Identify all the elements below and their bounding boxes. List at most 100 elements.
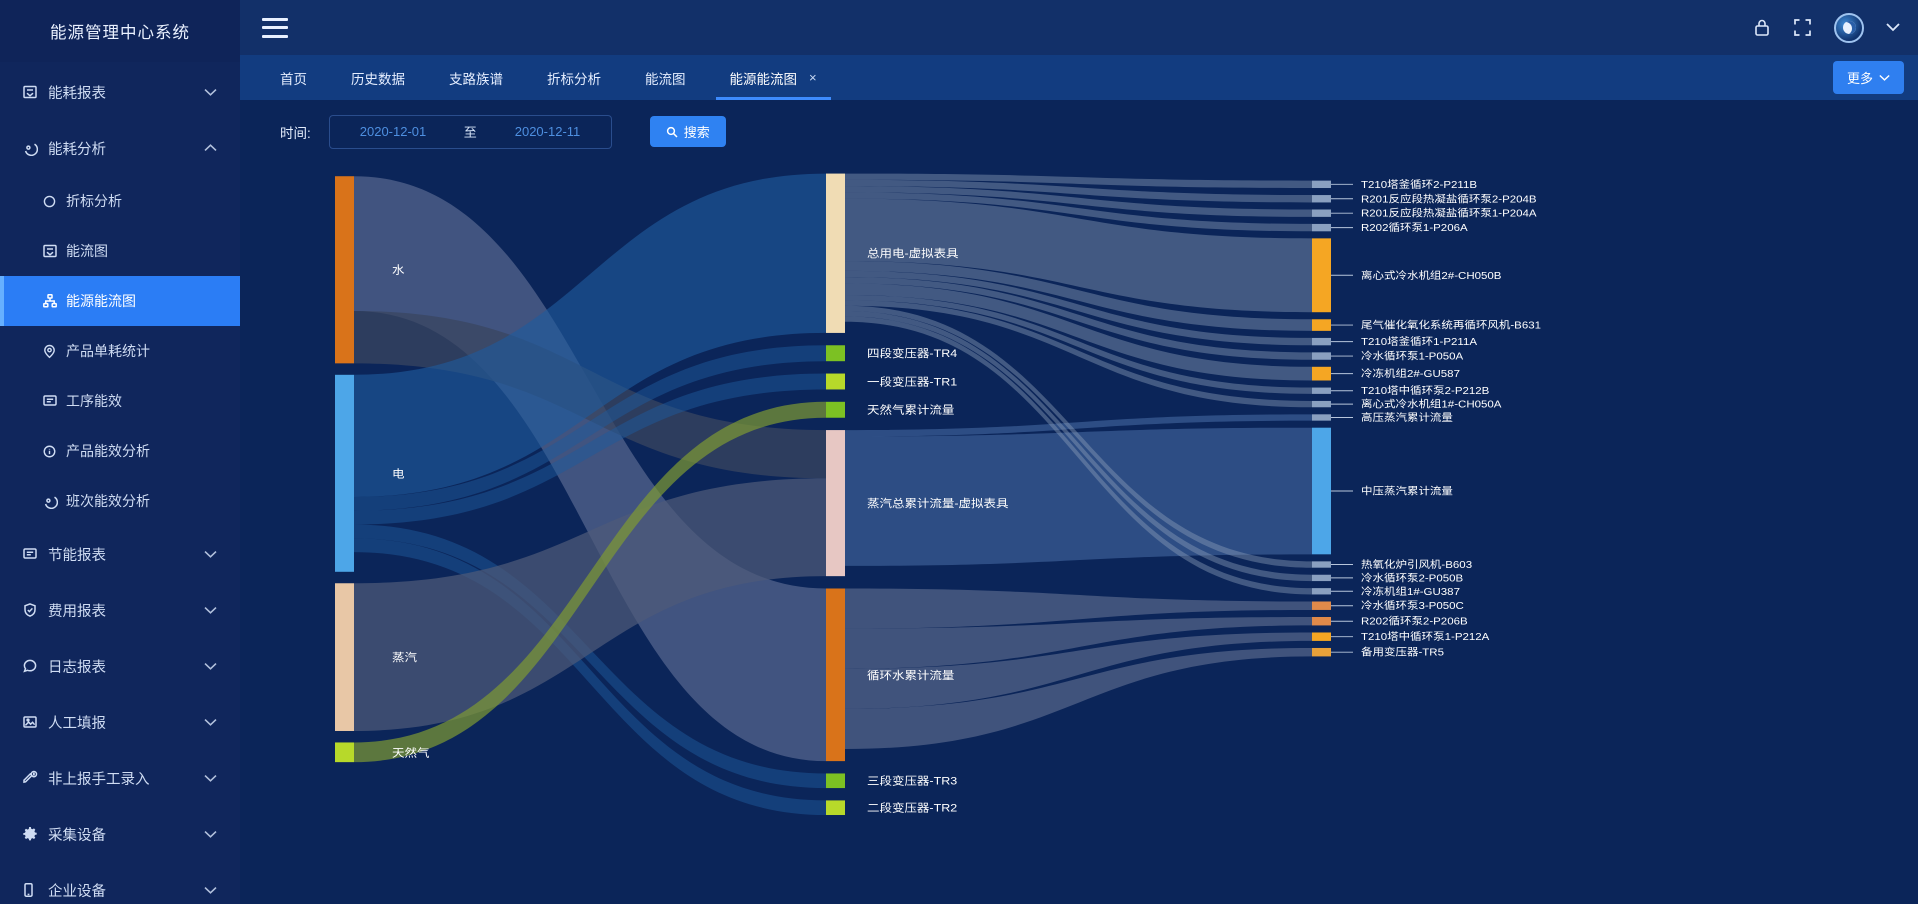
source-node[interactable] xyxy=(335,742,354,763)
fullscreen-icon[interactable] xyxy=(1793,18,1812,37)
tab-3[interactable]: 折标分析 xyxy=(525,55,623,100)
source-node[interactable] xyxy=(335,374,354,572)
target-node[interactable] xyxy=(1312,238,1331,313)
chevron-down-icon[interactable] xyxy=(204,550,220,558)
chevron-down-icon[interactable] xyxy=(204,606,220,614)
target-node[interactable] xyxy=(1312,414,1331,421)
tab-5[interactable]: 能源能流图 × xyxy=(708,55,839,100)
sidebar-item-13[interactable]: 非上报手工录入 xyxy=(0,750,240,806)
target-label: 冷冻机组1#-GU387 xyxy=(1361,585,1460,598)
target-node[interactable] xyxy=(1312,601,1331,610)
analysis-icon xyxy=(22,140,48,156)
target-node[interactable] xyxy=(1312,180,1331,189)
more-tabs-button[interactable]: 更多 xyxy=(1832,61,1904,94)
target-node[interactable] xyxy=(1312,574,1331,582)
tab-4[interactable]: 能流图 xyxy=(623,55,708,100)
target-label: 高压蒸汽累计流量 xyxy=(1361,411,1453,424)
target-label: 冷水循环泵3-P050C xyxy=(1361,600,1464,612)
mid-node[interactable] xyxy=(826,588,845,762)
chevron-down-icon[interactable] xyxy=(204,662,220,670)
sidebar-item-0[interactable]: 能耗报表 xyxy=(0,64,240,120)
sidebar-item-label: 人工填报 xyxy=(48,715,106,732)
target-node[interactable] xyxy=(1312,319,1331,331)
sankey-link xyxy=(845,283,1312,381)
date-range-picker[interactable]: 2020-12-01 至 2020-12-11 xyxy=(328,114,612,149)
sankey-link xyxy=(845,198,1312,313)
mid-node[interactable] xyxy=(826,773,845,789)
target-node[interactable] xyxy=(1312,647,1331,657)
sidebar-item-3[interactable]: 能流图 xyxy=(0,226,240,276)
chevron-down-icon xyxy=(1879,74,1890,81)
sidebar-item-14[interactable]: 采集设备 xyxy=(0,806,240,862)
target-label: R202循环泵1-P206A xyxy=(1361,222,1468,234)
sidebar-item-11[interactable]: 日志报表 xyxy=(0,638,240,694)
mid-node[interactable] xyxy=(826,800,845,816)
sidebar-item-1[interactable]: 能耗分析 xyxy=(0,120,240,176)
sankey-link xyxy=(845,316,1312,595)
target-node[interactable] xyxy=(1312,387,1331,394)
target-node[interactable] xyxy=(1312,352,1331,360)
search-icon xyxy=(666,126,678,138)
target-node[interactable] xyxy=(1312,195,1331,203)
sidebar-item-label: 企业设备 xyxy=(48,883,106,900)
sankey-link xyxy=(354,345,826,511)
sidebar-item-4[interactable]: 能源能流图 xyxy=(0,276,240,326)
target-label: 备用变压器-TR5 xyxy=(1361,645,1444,658)
close-icon[interactable]: × xyxy=(809,70,817,85)
hamburger-icon[interactable] xyxy=(262,17,288,38)
date-start-input[interactable]: 2020-12-01 xyxy=(359,124,427,139)
target-node[interactable] xyxy=(1312,223,1331,232)
chevron-down-icon[interactable] xyxy=(204,886,220,894)
sankey-link xyxy=(845,186,1312,217)
sidebar-item-6[interactable]: 工序能效 xyxy=(0,376,240,426)
sidebar-item-5[interactable]: 产品单耗统计 xyxy=(0,326,240,376)
target-node[interactable] xyxy=(1312,588,1331,595)
chevron-down-icon[interactable] xyxy=(1886,23,1900,32)
chevron-down-icon[interactable] xyxy=(204,830,220,838)
tab-2[interactable]: 支路族谱 xyxy=(427,55,525,100)
target-node[interactable] xyxy=(1312,337,1331,346)
target-node[interactable] xyxy=(1312,366,1331,381)
avatar[interactable] xyxy=(1834,12,1864,43)
sidebar-item-12[interactable]: 人工填报 xyxy=(0,694,240,750)
source-node[interactable] xyxy=(335,176,354,364)
sankey-link xyxy=(845,300,1312,408)
sidebar-item-8[interactable]: 班次能效分析 xyxy=(0,476,240,526)
target-node[interactable] xyxy=(1312,400,1331,408)
chevron-up-icon[interactable] xyxy=(204,144,220,152)
sidebar-item-7[interactable]: 产品能效分析 xyxy=(0,426,240,476)
mid-node[interactable] xyxy=(826,373,845,390)
source-label: 天然气 xyxy=(392,746,430,759)
target-node[interactable] xyxy=(1312,632,1331,641)
chevron-down-icon[interactable] xyxy=(204,88,220,96)
tab-0[interactable]: 首页 xyxy=(258,55,329,100)
tab-1[interactable]: 历史数据 xyxy=(329,55,427,100)
mid-node[interactable] xyxy=(826,430,845,577)
sidebar-item-15[interactable]: 企业设备 xyxy=(0,862,240,904)
source-node[interactable] xyxy=(335,583,354,731)
target-label: 尾气催化氧化系统再循环风机-B631 xyxy=(1361,318,1541,331)
target-node[interactable] xyxy=(1312,427,1331,555)
sidebar-item-9[interactable]: 节能报表 xyxy=(0,526,240,582)
date-end-input[interactable]: 2020-12-11 xyxy=(514,124,581,139)
chevron-down-icon[interactable] xyxy=(204,774,220,782)
sidebar-item-10[interactable]: 费用报表 xyxy=(0,582,240,638)
app-title: 能源管理中心系统 xyxy=(0,0,240,62)
mid-node[interactable] xyxy=(826,401,845,418)
target-node[interactable] xyxy=(1312,209,1331,217)
lock-icon[interactable] xyxy=(1753,18,1771,38)
chevron-down-icon[interactable] xyxy=(204,718,220,726)
target-node[interactable] xyxy=(1312,561,1331,568)
sidebar-item-label: 折标分析 xyxy=(66,193,122,209)
sankey-chart[interactable]: 水电蒸汽 天然气 总用电-虚拟表具 四段变压器-TR4 一段变压器-TR1 天然气累计流量… xyxy=(240,163,1918,904)
target-node[interactable] xyxy=(1312,616,1331,626)
mid-node[interactable] xyxy=(826,345,845,362)
sidebar-item-label: 产品能效分析 xyxy=(66,443,150,459)
edit-icon xyxy=(22,770,48,786)
tab-label: 折标分析 xyxy=(547,71,601,87)
sankey-link xyxy=(845,588,1312,629)
search-button[interactable]: 搜索 xyxy=(649,116,726,147)
mid-node[interactable] xyxy=(826,173,845,333)
sidebar-item-2[interactable]: 折标分析 xyxy=(0,176,240,226)
